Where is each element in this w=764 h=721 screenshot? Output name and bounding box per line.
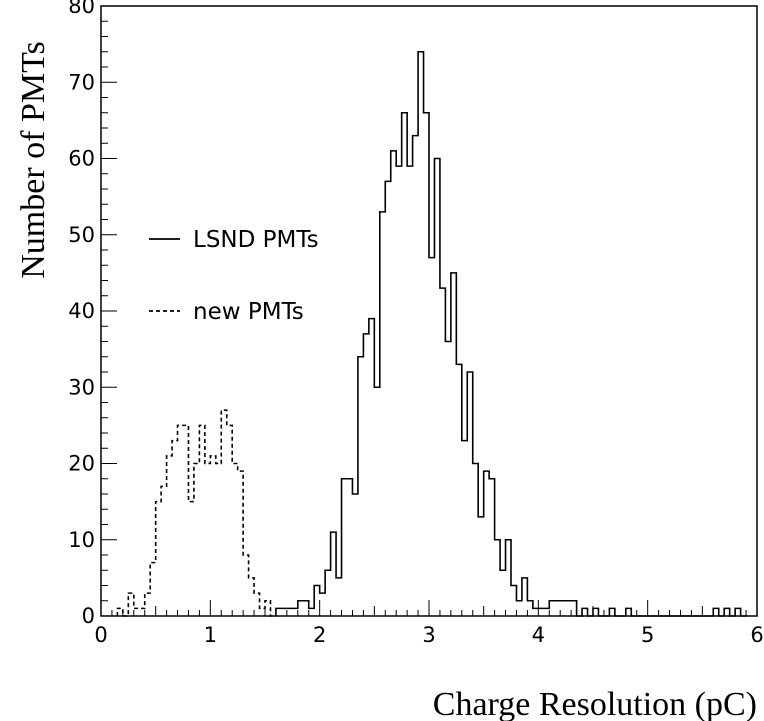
y-tick-label: 20	[68, 452, 95, 476]
y-tick-label: 10	[68, 528, 95, 552]
series-lsnd-pmts-line	[275, 50, 747, 617]
x-tick-label: 4	[532, 623, 545, 647]
x-tick-label: 5	[641, 623, 654, 647]
x-tick-label: 0	[94, 623, 107, 647]
y-tick-label: 50	[68, 223, 95, 247]
series-layer	[116, 50, 747, 617]
y-tick-label: 70	[68, 70, 95, 94]
y-tick-label: 30	[68, 375, 95, 399]
y-tick-label: 60	[68, 147, 95, 171]
series-new-pmts-line	[116, 409, 276, 617]
legend-label: new PMTs	[193, 299, 304, 325]
x-tick-label: 1	[204, 623, 217, 647]
legend: LSND PMTs new PMTs	[149, 227, 319, 325]
y-tick-label: 40	[68, 299, 95, 323]
x-tick-label: 2	[313, 623, 326, 647]
x-tick-label: 6	[750, 623, 763, 647]
y-axis-title: Number of PMTs	[15, 41, 52, 279]
x-axis-title: Charge Resolution (pC)	[433, 686, 757, 721]
x-tick-label: 3	[422, 623, 435, 647]
y-tick-label: 80	[68, 0, 95, 18]
y-tick-label: 0	[82, 604, 95, 628]
legend-label: LSND PMTs	[193, 227, 319, 253]
